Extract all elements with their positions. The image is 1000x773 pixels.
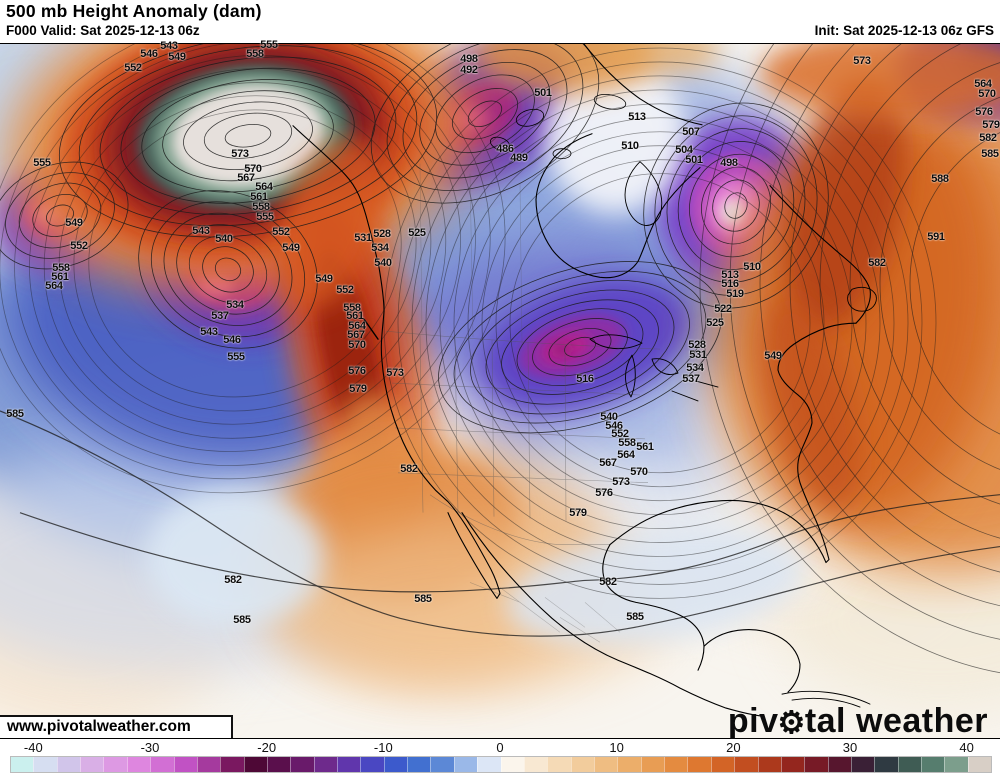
colorbar-cell <box>780 757 805 772</box>
colorbar-cell <box>453 757 478 772</box>
colorbar-cell <box>313 757 338 772</box>
colorbar-tick-label: -10 <box>373 740 393 755</box>
colorbar-tick-label: -30 <box>140 740 160 755</box>
colorbar-cell <box>500 757 524 772</box>
colorbar-cell <box>360 757 384 772</box>
coastlines <box>292 44 877 717</box>
colorbar-cell <box>220 757 244 772</box>
colorbar-tick-label: 10 <box>609 740 624 755</box>
colorbar-cell <box>617 757 641 772</box>
colorbar-cell <box>243 757 267 772</box>
init-time-label: Init: Sat 2025-12-13 06z GFS <box>814 23 994 38</box>
logo-text-weather: weather <box>856 702 988 740</box>
colorbar-tick-label: -20 <box>257 740 277 755</box>
watermark[interactable]: www.pivotalweather.com <box>0 715 233 738</box>
colorbar-cell <box>804 757 828 772</box>
colorbar-tick-label: 30 <box>842 740 858 755</box>
colorbar-cell <box>664 757 688 772</box>
colorbar-cell <box>383 757 408 772</box>
map-canvas <box>0 44 1000 738</box>
colorbar-cell <box>593 757 618 772</box>
colorbar-cell <box>734 757 758 772</box>
colorbar-cell <box>687 757 711 772</box>
colorbar-cell <box>196 757 221 772</box>
colorbar-cell <box>897 757 922 772</box>
colorbar-ticks: -40 -30 -20 -10 0 10 20 30 40 <box>0 739 1000 756</box>
colorbar-cell <box>150 757 174 772</box>
colorbar-cell <box>757 757 781 772</box>
colorbar-tick-label: 20 <box>726 740 741 755</box>
colorbar-cell <box>967 757 992 772</box>
pivotal-weather-logo: piv ⚙ tal weather <box>728 704 988 738</box>
colorbar-cell <box>570 757 594 772</box>
colorbar-cell <box>921 757 945 772</box>
colorbar-cell <box>547 757 571 772</box>
colorbar-cell <box>126 757 151 772</box>
colorbar-cell <box>80 757 104 772</box>
header: 500 mb Height Anomaly (dam) F000 Valid: … <box>0 0 1000 43</box>
colorbar-cell <box>430 757 454 772</box>
logo-text-tal: tal <box>804 702 846 740</box>
colorbar-cell <box>944 757 968 772</box>
colorbar-cell <box>477 757 501 772</box>
colorbar-cell <box>290 757 314 772</box>
colorbar-cell <box>710 757 735 772</box>
colorbar <box>10 756 992 773</box>
logo-text-piv: piv <box>727 702 779 740</box>
colorbar-cell <box>874 757 898 772</box>
colorbar-tick-label: -40 <box>23 740 43 755</box>
colorbar-cell <box>640 757 665 772</box>
colorbar-tick-label: 0 <box>496 740 504 755</box>
colorbar-cell <box>11 757 34 772</box>
state-borders <box>385 163 661 643</box>
colorbar-cell <box>103 757 127 772</box>
colorbar-cell <box>173 757 197 772</box>
colorbar-cell <box>407 757 431 772</box>
colorbar-cell <box>266 757 291 772</box>
anomaly-map: 543 546 549 552 555 558 555 549 552 558 561 564 573 5… <box>0 39 1000 739</box>
valid-time-label: F000 Valid: Sat 2025-12-13 06z <box>6 23 200 38</box>
colorbar-cell <box>33 757 57 772</box>
gear-icon: ⚙ <box>777 704 806 740</box>
colorbar-cell <box>523 757 548 772</box>
colorbar-cell <box>337 757 361 772</box>
height-contours <box>0 44 1000 674</box>
colorbar-cell <box>850 757 875 772</box>
colorbar-cell <box>56 757 81 772</box>
page-title: 500 mb Height Anomaly (dam) <box>6 1 262 21</box>
colorbar-tick-label: 40 <box>959 740 974 755</box>
colorbar-cell <box>827 757 851 772</box>
header-meta-row: F000 Valid: Sat 2025-12-13 06z Init: Sat… <box>6 23 994 38</box>
